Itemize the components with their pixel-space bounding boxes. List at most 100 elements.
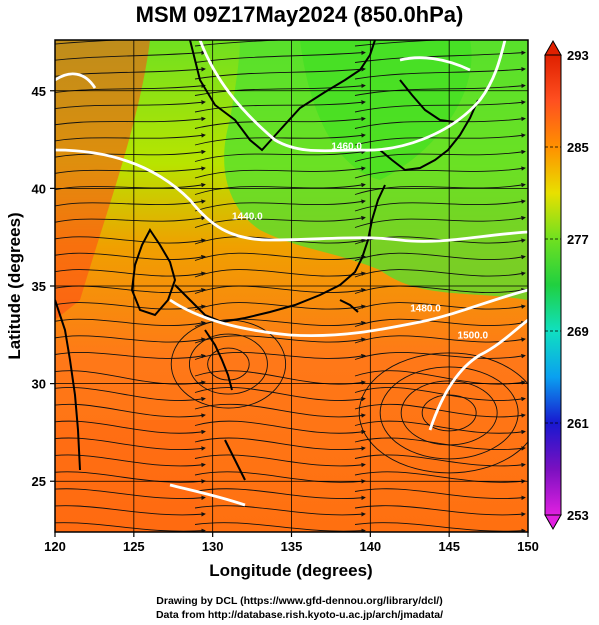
streamline-25: [194, 166, 366, 179]
colorbar-label-2: 269: [567, 324, 589, 339]
chart-title: MSM 09Z17May2024 (850.0hPa): [135, 2, 464, 27]
streamline-67: [194, 403, 366, 418]
contour-line-nw: [55, 72, 97, 89]
streamline-39: [55, 252, 206, 260]
colorbar-label-3: 277: [567, 232, 589, 247]
streamline-79: [194, 471, 366, 484]
streamline-31: [194, 199, 366, 212]
y-axis-label: Latitude (degrees): [5, 212, 24, 359]
streamline-81: [55, 488, 206, 501]
credit-line-data: Data from http://database.rish.kyoto-u.a…: [155, 609, 444, 621]
streamline-30: [55, 199, 206, 207]
streamline-28: [194, 182, 366, 195]
colorbar-label-4: 285: [567, 140, 589, 155]
streamline-16: [194, 116, 366, 129]
streamline-36: [55, 236, 206, 244]
x-tick-label-0: 120: [44, 539, 66, 554]
x-tick-label-2: 130: [202, 539, 224, 554]
x-axis-label: Longitude (degrees): [209, 561, 372, 580]
streamline-80: [354, 471, 526, 484]
streamline-85: [194, 505, 366, 517]
streamline-14: [354, 100, 526, 113]
contour-line-south: [169, 483, 246, 507]
height-contours: 1440.0 1460.0 1480.0 1500.0: [55, 40, 528, 507]
streamline-43: [194, 269, 366, 278]
streamline-11: [354, 83, 526, 96]
streamline-84: [55, 505, 206, 517]
x-tick-label-6: 150: [517, 539, 539, 554]
y-axis-ticks: 25 30 35 40 45: [32, 84, 55, 489]
cool-core: [300, 40, 472, 180]
coastline-6: [55, 299, 81, 471]
streamline-88: [194, 522, 366, 532]
contour-line-2: [169, 288, 528, 338]
coastline-0: [189, 40, 376, 152]
streamline-82: [194, 488, 366, 501]
y-tick-label-3: 40: [32, 181, 46, 196]
grid-lines: [55, 40, 528, 532]
contour-label-1: 1460.0: [331, 141, 362, 152]
streamline-32: [354, 199, 526, 212]
streamline-17: [354, 116, 526, 129]
streamline-86: [354, 505, 526, 517]
colorbar-body: [544, 54, 562, 516]
streamline-4: [194, 50, 366, 63]
streamline-35: [354, 215, 526, 228]
streamline-89: [354, 522, 526, 532]
warm-region-south: [55, 420, 200, 532]
streamline-47: [354, 285, 526, 294]
streamline-21: [55, 149, 206, 158]
credit-line-drawing: Drawing by DCL (https://www.gfd-dennou.o…: [156, 595, 443, 607]
colorbar-min-arrow: [544, 514, 562, 531]
contour-label-2: 1480.0: [410, 303, 441, 314]
y-tick-label-4: 45: [32, 84, 46, 99]
coastline-5: [399, 79, 456, 123]
streamline-51: [55, 318, 206, 326]
streamline-26: [354, 166, 526, 179]
contour-line-0: [55, 148, 528, 243]
streamline-27: [55, 182, 206, 191]
streamline-65: [354, 387, 526, 402]
y-tick-label-2: 35: [32, 279, 46, 294]
swirl-west-ring-1: [188, 333, 268, 395]
streamline-66: [55, 403, 206, 418]
streamline-33: [55, 215, 206, 223]
streamline-3: [55, 50, 206, 61]
x-tick-label-1: 125: [123, 539, 145, 554]
streamline-55: [194, 335, 366, 344]
coastline-3: [204, 329, 233, 391]
streamline-41: [354, 252, 526, 261]
plot-area: 1440.0 1460.0 1480.0 1500.0: [55, 40, 528, 532]
coastline-1: [130, 228, 177, 317]
streamline-77: [354, 454, 526, 468]
streamline-71: [354, 420, 526, 435]
colorbar-label-1: 261: [567, 416, 589, 431]
contour-label-3: 1500.0: [458, 331, 489, 342]
contour-line-3: [428, 318, 528, 431]
x-tick-label-5: 145: [438, 539, 460, 554]
colorbar: 253 261 269 277 285 293: [544, 39, 589, 531]
streamline-18: [55, 133, 206, 142]
streamline-49: [194, 302, 366, 311]
coastline-4: [379, 99, 479, 172]
x-tick-label-4: 140: [359, 539, 381, 554]
streamline-8: [354, 67, 526, 80]
y-tick-label-0: 25: [32, 474, 46, 489]
contour-line-ne: [399, 56, 471, 72]
streamline-7: [194, 67, 366, 80]
streamline-10: [194, 83, 366, 96]
colorbar-label-0: 253: [567, 508, 589, 523]
streamline-44: [354, 269, 526, 278]
streamline-57: [55, 352, 206, 359]
streamline-34: [194, 215, 366, 228]
streamline-73: [194, 437, 366, 451]
streamline-63: [55, 387, 206, 402]
contour-line-1: [198, 40, 507, 153]
streamline-59: [354, 352, 526, 360]
streamline-64: [194, 387, 366, 402]
streamline-42: [55, 269, 206, 277]
streamline-53: [354, 318, 526, 327]
streamline-70: [194, 420, 366, 435]
streamline-58: [194, 352, 366, 360]
